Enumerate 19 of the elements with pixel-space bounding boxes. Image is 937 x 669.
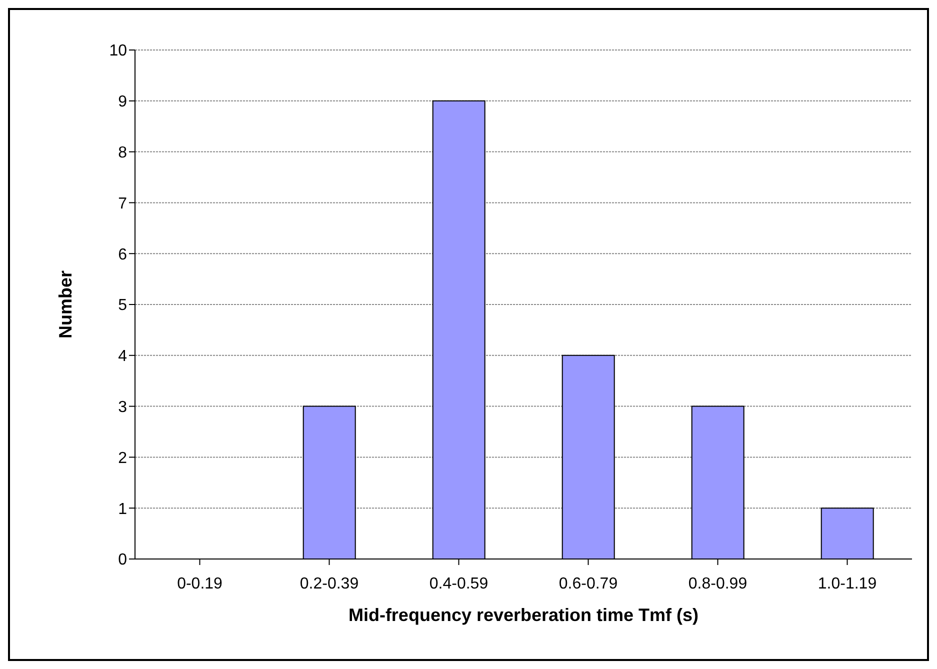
x-axis-title: Mid-frequency reverberation time Tmf (s)	[348, 605, 699, 625]
x-tick-label: 1.0-1.19	[818, 575, 877, 592]
x-tick-label: 0.4-0.59	[429, 575, 488, 592]
y-tick-label: 3	[118, 398, 128, 416]
y-tick-label: 7	[118, 195, 128, 212]
y-tick-label: 10	[109, 42, 128, 60]
y-axis-title: Number	[55, 270, 76, 339]
x-tick-label: 0-0.19	[177, 575, 223, 592]
y-tick-label: 0	[118, 552, 128, 569]
y-tick-label: 5	[118, 297, 128, 314]
y-tick-label: 8	[118, 144, 128, 162]
y-tick-label: 6	[118, 246, 128, 264]
x-tick-label: 0.2-0.39	[300, 575, 359, 592]
x-tick-label: 0.8-0.99	[688, 575, 748, 592]
y-tick-label: 4	[118, 348, 128, 366]
y-tick-label: 9	[118, 94, 128, 111]
y-tick-label: 2	[118, 450, 128, 467]
y-tick-label: 1	[118, 500, 128, 518]
x-tick-label: 0.6-0.79	[558, 575, 618, 592]
